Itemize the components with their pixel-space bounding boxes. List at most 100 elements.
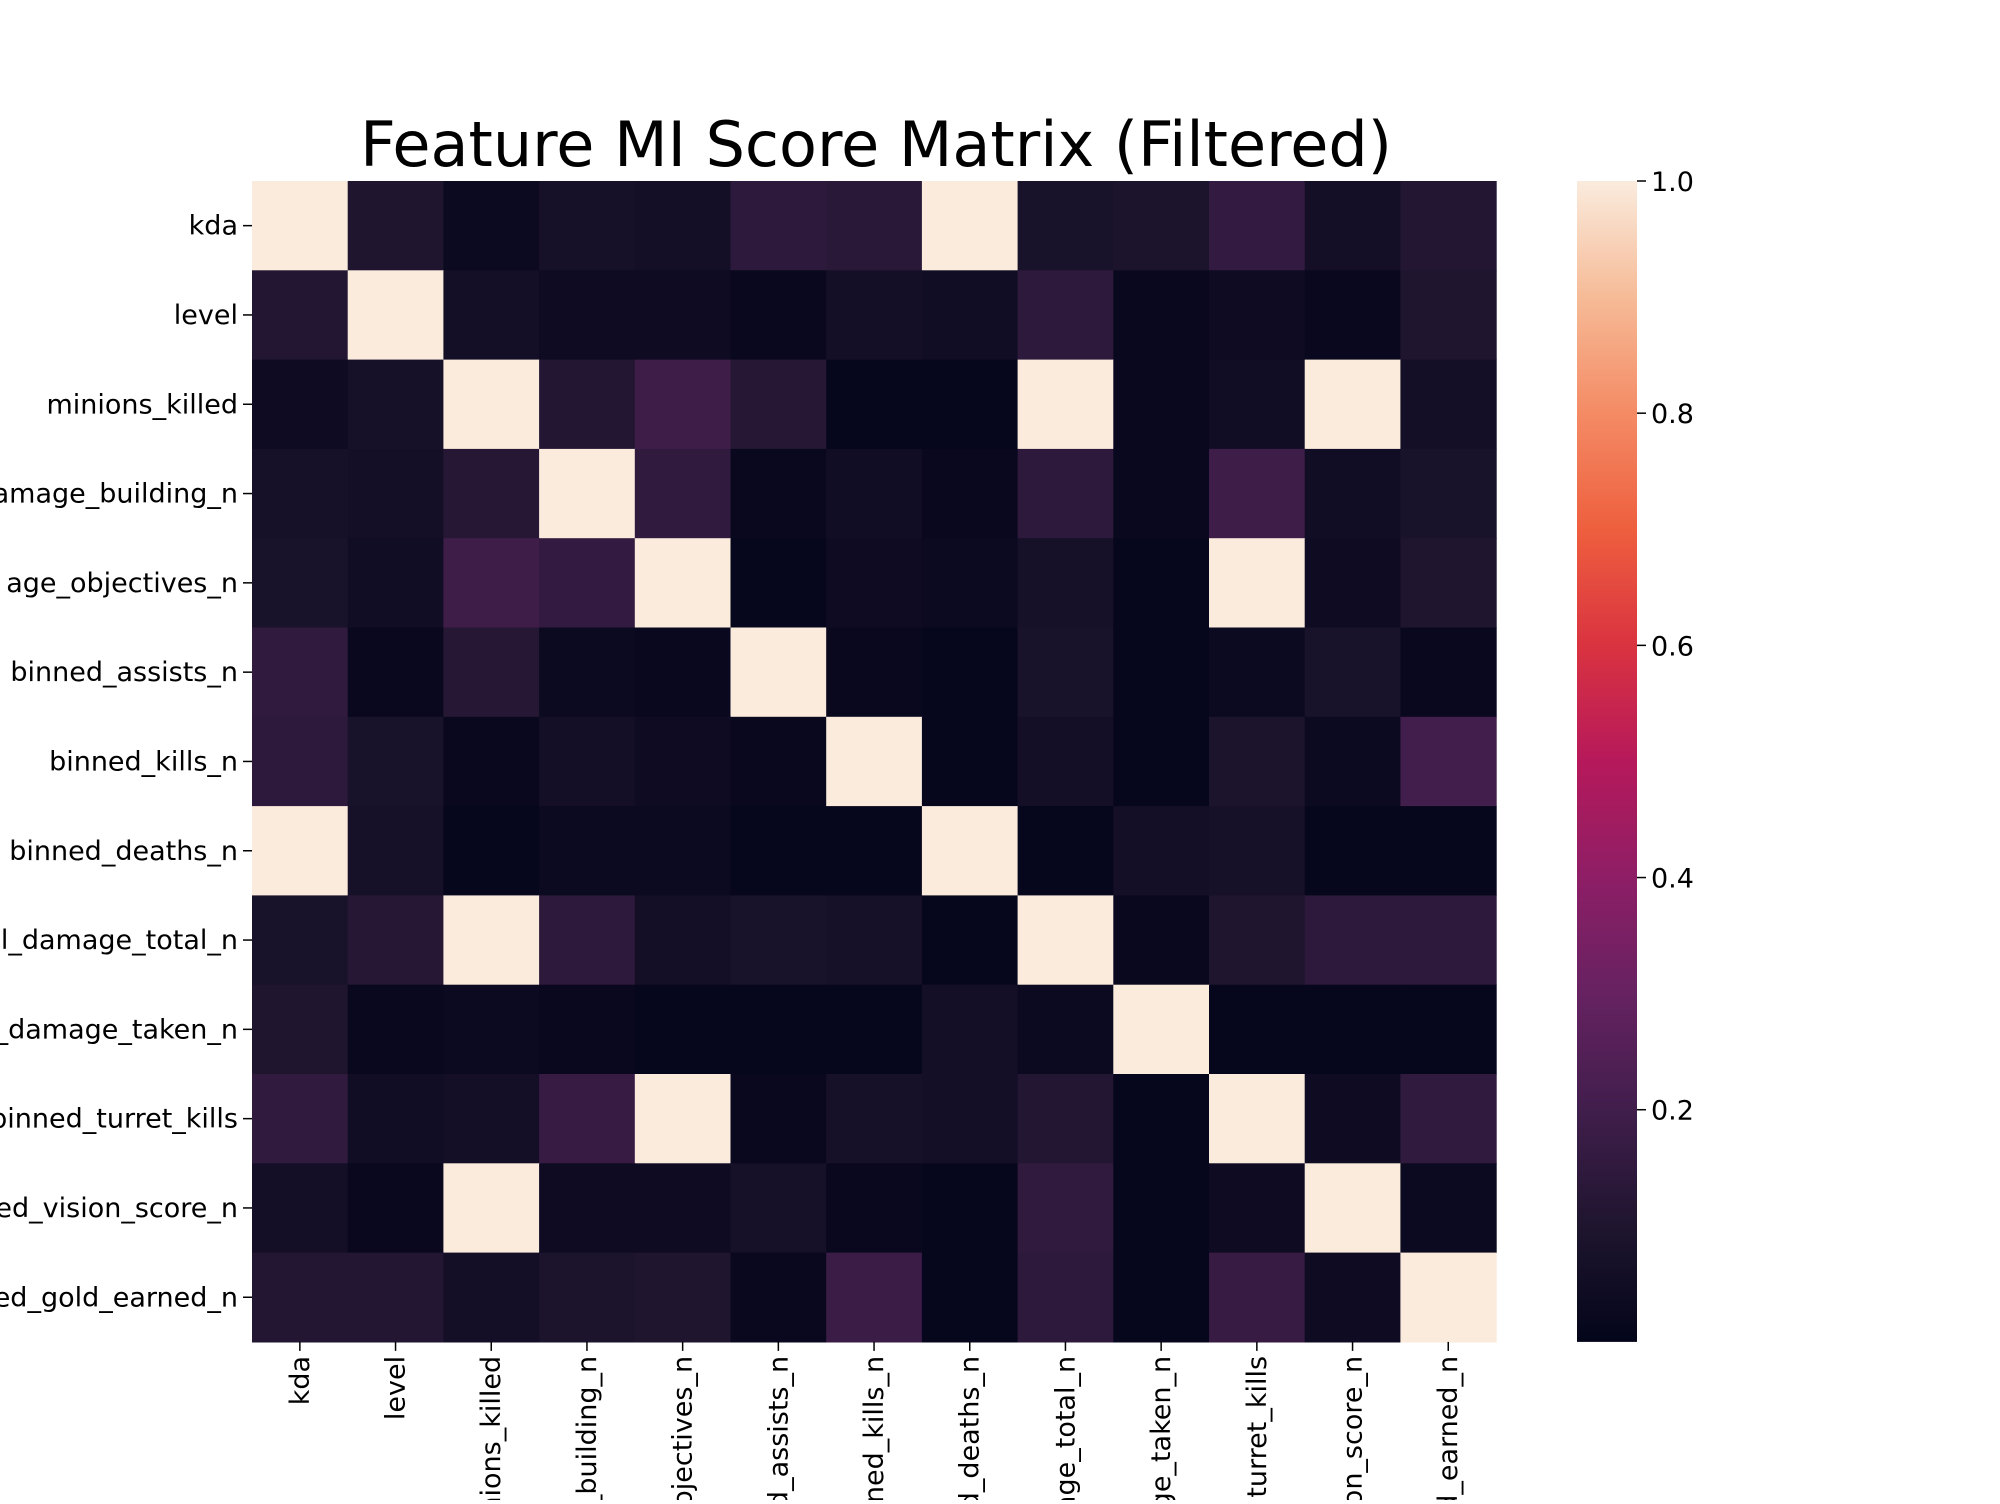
- heatmap-cell: [1113, 181, 1210, 271]
- heatmap-cell: [826, 1252, 923, 1343]
- heatmap-cell: [1400, 538, 1497, 629]
- heatmap-cell: [252, 984, 349, 1075]
- heatmap-cell: [1113, 448, 1210, 539]
- heatmap-cell: [252, 1252, 349, 1343]
- heatmap-cell: [730, 359, 827, 450]
- x-tick-label: ge_taken_n: [1146, 1356, 1177, 1500]
- heatmap-cell: [252, 359, 349, 450]
- heatmap-cell: [921, 1163, 1019, 1254]
- heatmap-cell: [826, 359, 923, 450]
- heatmap-cell: [1304, 1074, 1401, 1164]
- y-tick-label: l_damage_total_n: [1, 925, 238, 956]
- y-tick-label: binned_deaths_n: [9, 836, 238, 867]
- heatmap-cell: [1209, 448, 1306, 539]
- heatmap-cell: [1113, 716, 1210, 807]
- heatmap-cell: [1017, 984, 1114, 1075]
- y-tick-label: ed_gold_earned_n: [0, 1282, 238, 1313]
- heatmap-cell: [921, 359, 1019, 450]
- heatmap-cell: [1400, 806, 1497, 896]
- heatmap-cell: [826, 716, 923, 807]
- heatmap-cell: [1017, 1163, 1114, 1254]
- heatmap-cell: [826, 448, 923, 539]
- heatmap-cell: [1209, 984, 1306, 1075]
- heatmap-cell: [921, 1252, 1019, 1343]
- y-tick-label: _damage_taken_n: [0, 1014, 238, 1045]
- heatmap-cell: [921, 1074, 1019, 1164]
- heatmap-cell: [634, 895, 732, 986]
- x-tick-label: age_total_n: [1050, 1356, 1081, 1500]
- heatmap-cell: [921, 448, 1019, 539]
- y-tick-label: minions_killed: [46, 389, 238, 420]
- x-tick-label: d_deaths_n: [955, 1356, 986, 1500]
- heatmap-cell: [826, 806, 923, 896]
- heatmap-cell: [1017, 716, 1114, 807]
- heatmap-cell: [826, 1163, 923, 1254]
- heatmap-cell: [539, 538, 636, 629]
- heatmap-cell: [347, 984, 444, 1075]
- colorbar: [1577, 181, 1637, 1342]
- y-tick-label: level: [174, 300, 238, 331]
- heatmap-cell: [539, 448, 636, 539]
- heatmap-cell: [1017, 627, 1114, 718]
- heatmap-cell: [1113, 627, 1210, 718]
- heatmap-cell: [443, 448, 540, 539]
- x-tick-label: _building_n: [572, 1356, 603, 1500]
- heatmap-cell: [634, 359, 732, 450]
- x-tick-label: d_earned_n: [1433, 1356, 1464, 1500]
- heatmap-cell: [347, 716, 444, 807]
- heatmap-cell: [252, 1074, 349, 1164]
- heatmap-cell: [347, 1252, 444, 1343]
- heatmap-cell: [634, 448, 732, 539]
- heatmap-cell: [1304, 538, 1401, 629]
- y-tick-label: kda: [189, 211, 238, 242]
- heatmap-cell: [1304, 1252, 1401, 1343]
- heatmap-cell: [1304, 627, 1401, 718]
- heatmap-cell: [1017, 806, 1114, 896]
- heatmap-cell: [826, 984, 923, 1075]
- heatmap-cell: [730, 181, 827, 271]
- heatmap-cell: [347, 448, 444, 539]
- heatmap-cell: [1113, 1074, 1210, 1164]
- heatmap-cell: [1017, 359, 1114, 450]
- heatmap-cell: [1304, 895, 1401, 986]
- heatmap-cell: [634, 806, 732, 896]
- heatmap-cell: [1209, 627, 1306, 718]
- heatmap-cell: [252, 806, 349, 896]
- heatmap-cell: [1400, 1163, 1497, 1254]
- heatmap-cell: [1017, 448, 1114, 539]
- heatmap-cell: [1113, 895, 1210, 986]
- heatmap-cell: [252, 538, 349, 629]
- heatmap-cell: [730, 538, 827, 629]
- x-tick-label: ojectives_n: [668, 1356, 699, 1500]
- heatmap-cell: [1017, 270, 1114, 361]
- heatmap-cell: [634, 270, 732, 361]
- heatmap-cell: [1400, 359, 1497, 450]
- heatmap-cell: [730, 716, 827, 807]
- heatmap-cell: [634, 1163, 732, 1254]
- heatmap-cell: [634, 538, 732, 629]
- x-tick-label: inions_killed: [476, 1356, 507, 1500]
- colorbar-tick-label: 0.4: [1651, 864, 1694, 895]
- heatmap-cell: [1304, 806, 1401, 896]
- heatmap-cell: [252, 716, 349, 807]
- heatmap-cell: [539, 1252, 636, 1343]
- heatmap-cell: [347, 359, 444, 450]
- y-tick-label: pinned_turret_kills: [0, 1104, 238, 1135]
- heatmap-cell: [347, 1163, 444, 1254]
- heatmap-cell: [443, 538, 540, 629]
- heatmap-cell: [252, 627, 349, 718]
- heatmap-cell: [1113, 359, 1210, 450]
- heatmap-cell: [252, 181, 349, 271]
- heatmap-cell: [347, 806, 444, 896]
- heatmap-cell: [1017, 181, 1114, 271]
- heatmap-cell: [539, 181, 636, 271]
- heatmap-cell: [1400, 448, 1497, 539]
- y-tick-label: ed_vision_score_n: [0, 1193, 238, 1224]
- heatmap-cell: [443, 270, 540, 361]
- heatmap-cell: [1209, 716, 1306, 807]
- y-tick-label: binned_assists_n: [10, 657, 238, 688]
- heatmap-cell: [826, 895, 923, 986]
- heatmap-cell: [921, 181, 1019, 271]
- heatmap-cell: [826, 538, 923, 629]
- colorbar-tick-label: 0.8: [1651, 399, 1694, 430]
